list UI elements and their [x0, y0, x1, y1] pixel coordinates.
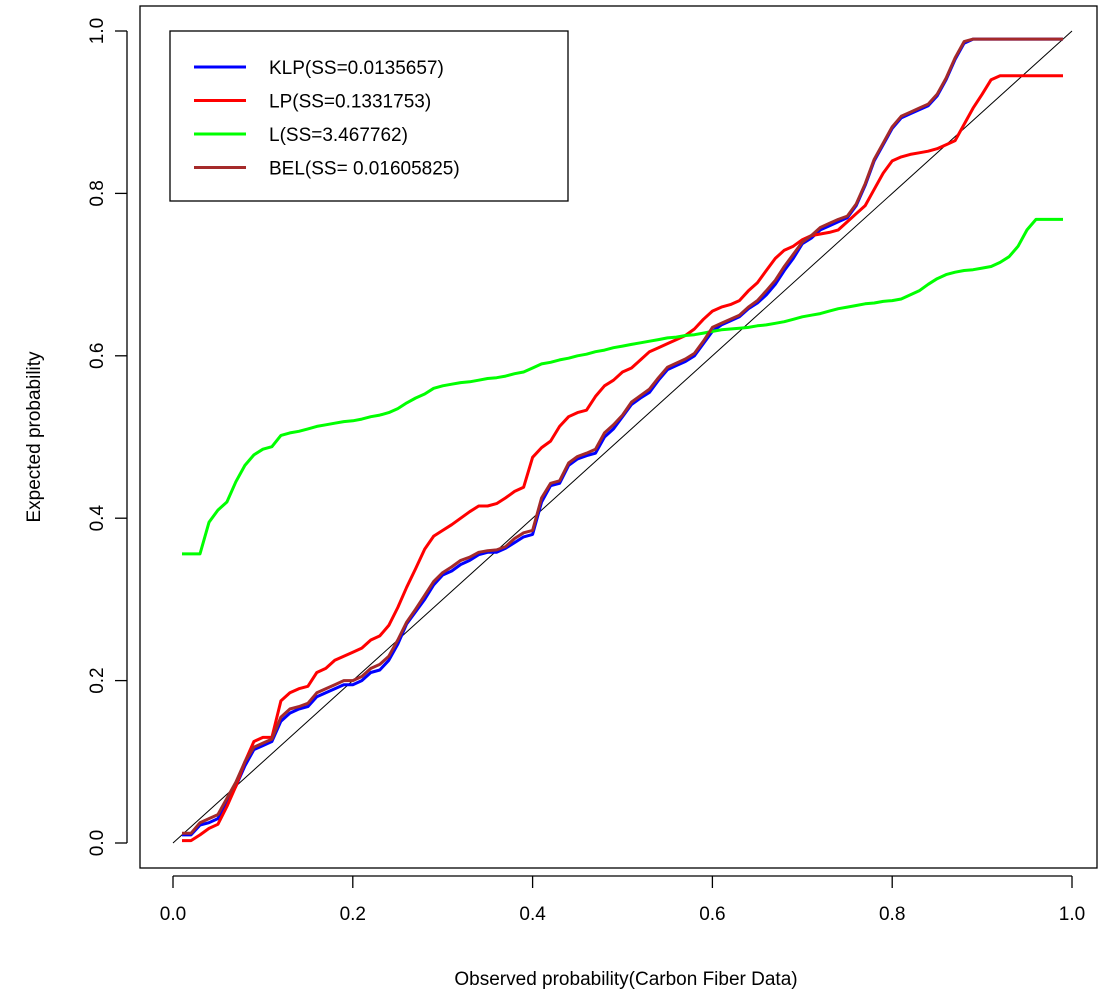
- x-tick-label: 0.6: [699, 904, 725, 925]
- x-axis-title: Observed probability(Carbon Fiber Data): [454, 969, 797, 990]
- y-axis-title: Expected probability: [24, 351, 45, 523]
- x-tick-label: 1.0: [1059, 904, 1085, 925]
- legend-label-2: LP(SS=0.1331753): [269, 92, 431, 113]
- y-tick-label: 1.0: [87, 18, 108, 44]
- series-layer: [172, 30, 1073, 844]
- legend-label-1: KLP(SS=0.0135657): [269, 58, 444, 79]
- legend-box: [169, 30, 569, 202]
- series-line-2: [182, 74, 1063, 843]
- y-tick-label: 0.2: [87, 667, 108, 693]
- y-tick-label: 0.6: [87, 343, 108, 369]
- axes-layer: 0.0 0.2 0.4 0.6 0.8 1.0 0.0 0.2 0.4 0.6 0.8 1.0: [87, 5, 1098, 925]
- legend-label-3: L(SS=3.467762): [269, 125, 408, 146]
- series-line-4: [182, 37, 1063, 835]
- y-tick-label: 0.0: [87, 830, 108, 856]
- x-tick-label: 0.8: [879, 904, 905, 925]
- y-tick-label: 0.8: [87, 180, 108, 206]
- plot-frame: [139, 5, 1098, 869]
- series-line-3: [182, 217, 1063, 556]
- x-tick-label: 0.2: [340, 904, 366, 925]
- x-tick-label: 0.4: [519, 904, 546, 925]
- y-tick-label: 0.4: [87, 505, 108, 532]
- x-tick-label: 0.0: [160, 904, 186, 925]
- legend: KLP(SS=0.0135657) LP(SS=0.1331753) L(SS=3.…: [169, 30, 569, 202]
- legend-label-4: BEL(SS= 0.01605825): [269, 159, 460, 180]
- reference-diagonal-line: [172, 30, 1073, 844]
